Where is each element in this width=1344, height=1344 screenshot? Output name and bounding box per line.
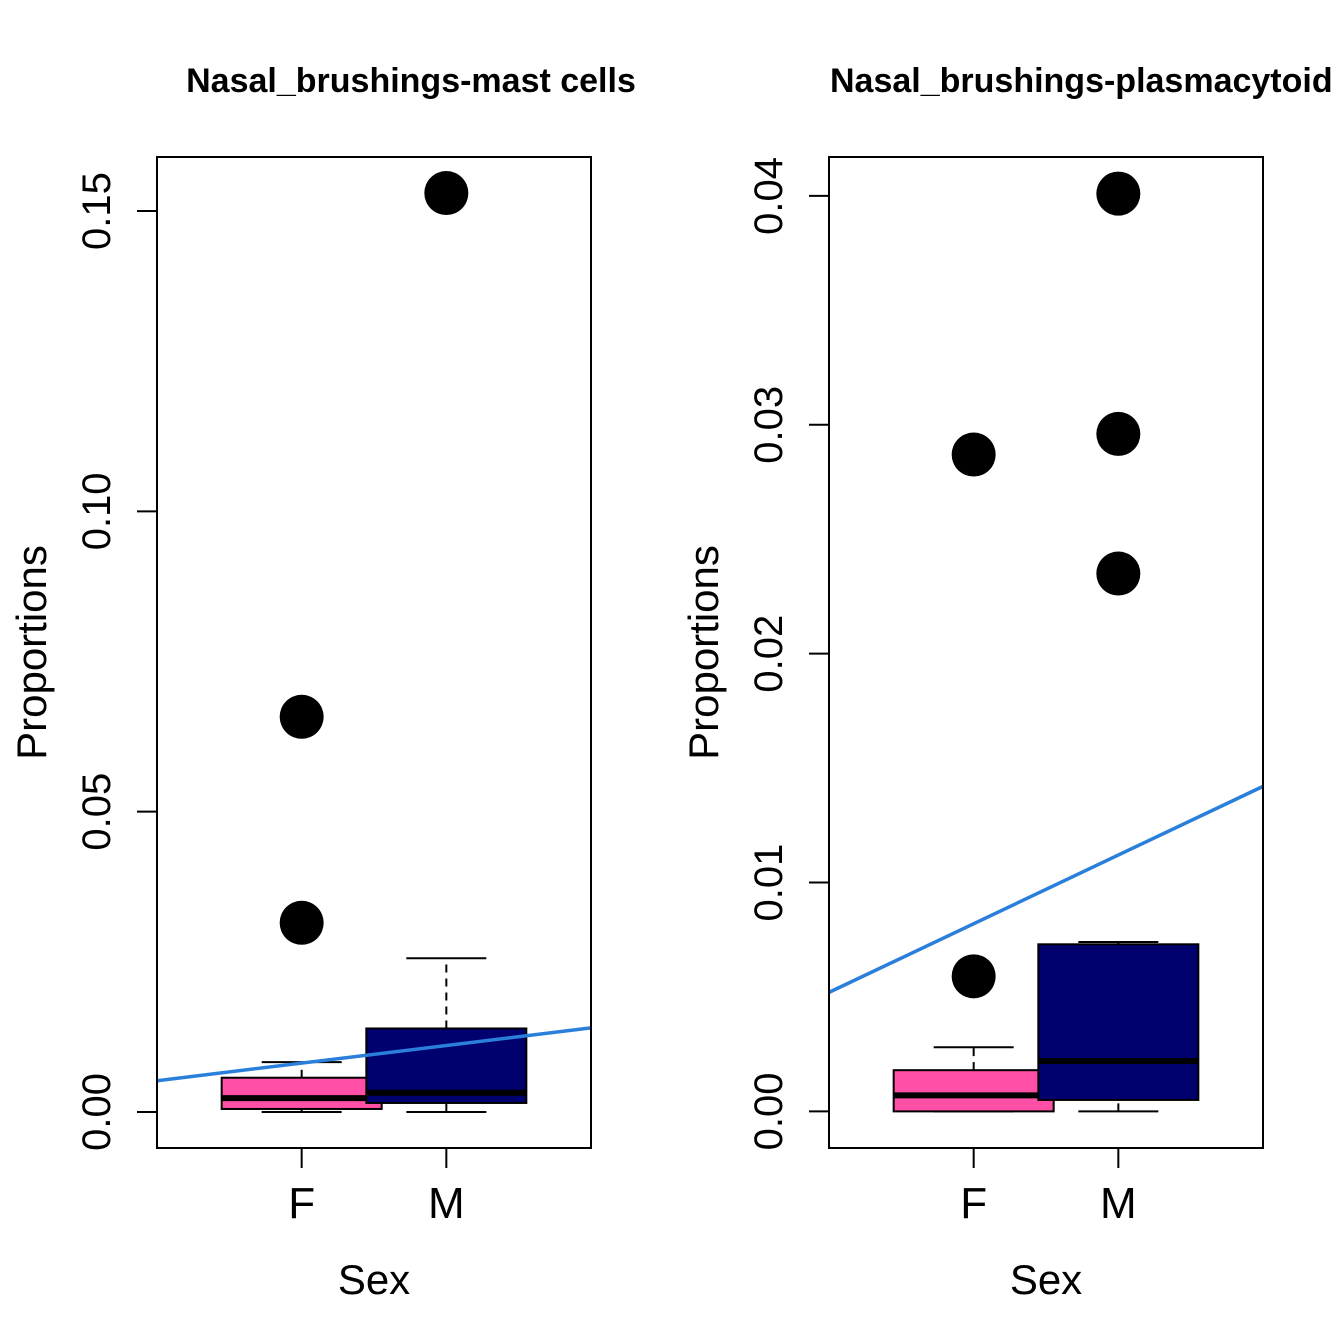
y-tick-label: 0.15 (75, 172, 119, 250)
box-m (365, 171, 528, 1113)
plot-frame (156, 156, 592, 1149)
y-tick-label: 0.03 (747, 386, 791, 464)
y-axis-label: Proportions (8, 545, 55, 760)
outlier-point (279, 694, 324, 739)
trend-line (829, 784, 1263, 994)
y-tick-label: 0.10 (75, 472, 119, 550)
x-tick-label: M (428, 1179, 465, 1228)
trend-line (157, 1026, 591, 1083)
outlier-point (951, 432, 996, 477)
outlier-point (951, 954, 996, 999)
box-m (1037, 171, 1200, 1113)
x-tick-label: M (1100, 1179, 1137, 1228)
x-axis-label: Sex (1010, 1256, 1082, 1303)
plot-frame (828, 156, 1264, 1149)
box-f (892, 432, 1055, 1113)
chart-title: Nasal_brushings-plasmacytoid DCs (830, 62, 1344, 100)
outlier-point (1096, 411, 1141, 456)
box-f (220, 694, 383, 1113)
x-tick-label: F (288, 1179, 315, 1228)
outlier-point (424, 171, 469, 216)
y-tick-label: 0.00 (75, 1073, 119, 1151)
x-tick-label: F (960, 1179, 987, 1228)
y-tick-label: 0.02 (747, 615, 791, 693)
y-tick-label: 0.00 (747, 1072, 791, 1150)
y-tick-label: 0.04 (747, 157, 791, 235)
x-axis-label: Sex (338, 1256, 410, 1303)
chart-title: Nasal_brushings-mast cells (186, 62, 636, 100)
outlier-point (1096, 171, 1141, 216)
chart-panel-1: Nasal_brushings-mast cells Proportions Sex… (8, 62, 636, 1303)
chart-panel-2: Nasal_brushings-plasmacytoid DCs Proporti… (680, 62, 1344, 1303)
outlier-point (279, 900, 324, 945)
box-body (220, 1076, 383, 1110)
box-body (892, 1069, 1055, 1113)
box-body (1037, 943, 1200, 1101)
y-tick-label: 0.01 (747, 844, 791, 922)
outlier-point (1096, 551, 1141, 596)
y-tick-label: 0.05 (75, 773, 119, 851)
y-axis-label: Proportions (680, 545, 727, 760)
